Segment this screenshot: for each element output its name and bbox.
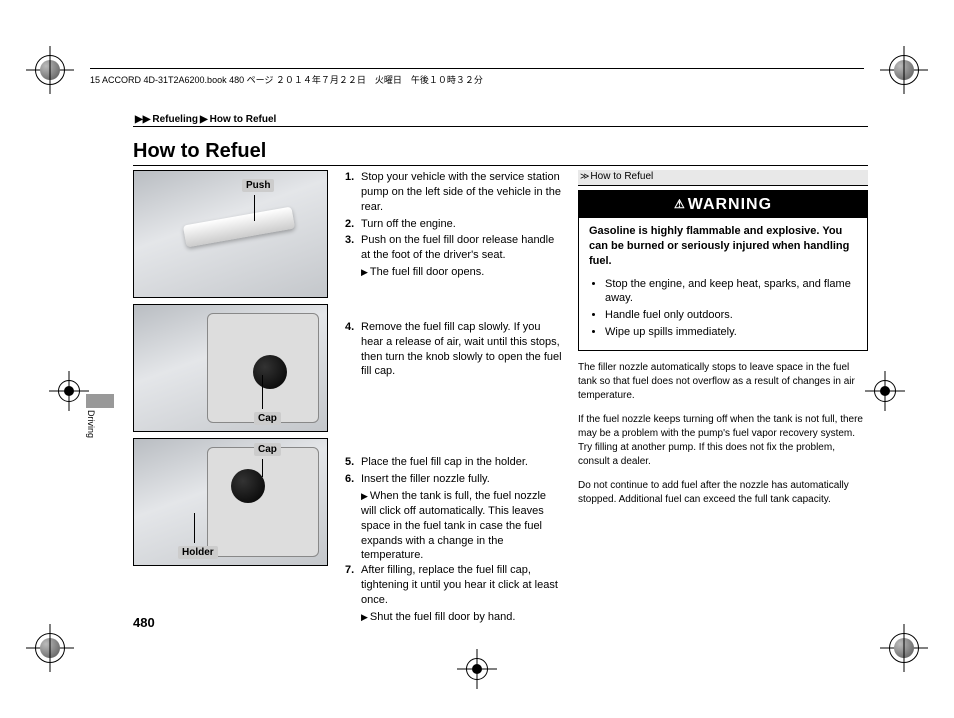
- step-num: 4.: [345, 320, 361, 379]
- registration-mark: [874, 380, 896, 402]
- warning-bullet: Handle fuel only outdoors.: [605, 308, 857, 323]
- step-text: Stop your vehicle with the service stati…: [361, 170, 562, 215]
- figure-cap-holder: Cap Holder: [133, 438, 328, 566]
- notes-header: How to Refuel: [578, 170, 868, 186]
- breadcrumb: ▶▶Refueling▶How to Refuel: [133, 114, 276, 125]
- step-num: 7.: [345, 563, 361, 608]
- page: 15 ACCORD 4D-31T2A6200.book 480 ページ ２０１４…: [20, 20, 934, 698]
- callout-push: Push: [242, 179, 274, 192]
- figure-fuel-cap: Cap: [133, 304, 328, 432]
- content-row: Push Cap Cap Holder 1.Stop: [133, 170, 868, 608]
- note-paragraph: The filler nozzle automatically stops to…: [578, 361, 868, 403]
- registration-mark: [35, 55, 65, 85]
- steps-column: 1.Stop your vehicle with the service sta…: [333, 170, 578, 608]
- step-num: 6.: [345, 472, 361, 487]
- notes-column: How to Refuel ⚠WARNING Gasoline is highl…: [578, 170, 868, 608]
- file-meta-text: 15 ACCORD 4D-31T2A6200.book 480 ページ ２０１４…: [90, 75, 483, 85]
- step-text: Push on the fuel fill door release handl…: [361, 233, 562, 263]
- warning-title: ⚠WARNING: [579, 191, 867, 219]
- step-sub: The fuel fill door opens.: [345, 265, 562, 280]
- side-tab-block: [86, 394, 114, 408]
- step-text: Turn off the engine.: [361, 217, 562, 232]
- step-sub: Shut the fuel fill door by hand.: [345, 610, 562, 625]
- warning-lead: Gasoline is highly flammable and explosi…: [589, 224, 857, 269]
- registration-mark: [58, 380, 80, 402]
- figure-fuel-release: Push: [133, 170, 328, 298]
- breadcrumb-b: How to Refuel: [210, 114, 277, 125]
- breadcrumb-a: Refueling: [152, 114, 198, 125]
- rule: [133, 165, 868, 166]
- warning-bullet: Stop the engine, and keep heat, sparks, …: [605, 277, 857, 307]
- registration-mark: [466, 658, 488, 680]
- note-paragraph: Do not continue to add fuel after the no…: [578, 479, 868, 507]
- callout-cap2: Cap: [254, 443, 281, 456]
- callout-cap: Cap: [254, 412, 281, 425]
- step-sub: When the tank is full, the fuel nozzle w…: [345, 489, 562, 563]
- registration-mark: [889, 633, 919, 663]
- step-text: After filling, replace the fuel fill cap…: [361, 563, 562, 608]
- step-num: 1.: [345, 170, 361, 215]
- side-tab-label: Driving: [86, 410, 96, 438]
- step-num: 5.: [345, 455, 361, 470]
- rule: [133, 126, 868, 127]
- note-paragraph: If the fuel nozzle keeps turning off whe…: [578, 413, 868, 469]
- warning-body: Gasoline is highly flammable and explosi…: [579, 218, 867, 350]
- side-tab: Driving: [86, 410, 100, 438]
- file-meta-header: 15 ACCORD 4D-31T2A6200.book 480 ページ ２０１４…: [90, 68, 864, 86]
- registration-mark: [35, 633, 65, 663]
- section-title: How to Refuel: [133, 140, 266, 163]
- warning-icon: ⚠: [674, 196, 686, 212]
- warning-bullet: Wipe up spills immediately.: [605, 325, 857, 340]
- callout-holder: Holder: [178, 546, 218, 559]
- warning-box: ⚠WARNING Gasoline is highly flammable an…: [578, 190, 868, 352]
- breadcrumb-sep: ▶: [200, 114, 208, 125]
- breadcrumb-sep: ▶▶: [135, 114, 150, 125]
- figures-column: Push Cap Cap Holder: [133, 170, 333, 608]
- registration-mark: [889, 55, 919, 85]
- warning-title-text: WARNING: [688, 196, 772, 213]
- step-text: Insert the filler nozzle fully.: [361, 472, 562, 487]
- step-text: Place the fuel fill cap in the holder.: [361, 455, 562, 470]
- page-number: 480: [133, 615, 155, 630]
- step-num: 3.: [345, 233, 361, 263]
- step-text: Remove the fuel fill cap slowly. If you …: [361, 320, 562, 379]
- step-num: 2.: [345, 217, 361, 232]
